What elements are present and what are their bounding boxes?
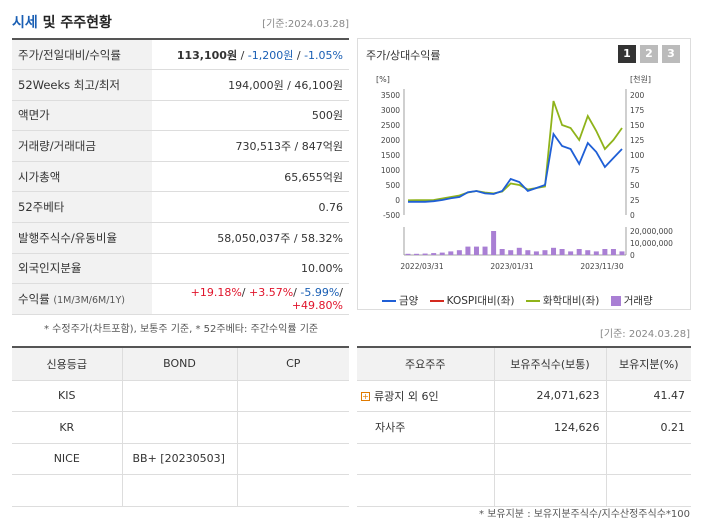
table-row: 외국인지분율 10.00% bbox=[12, 253, 349, 285]
volume-bar bbox=[602, 249, 608, 255]
section-title: 시세 및 주주현황 bbox=[12, 15, 112, 31]
legend-item: 화학대비(좌) bbox=[525, 293, 599, 308]
left-tick-label: 3500 bbox=[381, 91, 400, 100]
table-row: KR bbox=[12, 411, 349, 444]
volume-bar bbox=[559, 249, 565, 255]
table-row: 52주베타 0.76 bbox=[12, 191, 349, 224]
table-row: 시가총액 65,655억원 bbox=[12, 161, 349, 193]
volume-bar bbox=[516, 247, 522, 255]
base-date: [기준:2024.03.28] bbox=[262, 19, 349, 30]
chart-tab-1[interactable]: 1 bbox=[618, 45, 636, 63]
table-row: NICE BB+ [20230503] bbox=[12, 443, 349, 475]
right-tick-label: 75 bbox=[630, 166, 640, 175]
table-row: 주가/전일대비/수익률 113,100원 / -1,200원 / -1.05% bbox=[12, 39, 349, 71]
legend-item: 금양 bbox=[382, 293, 418, 308]
vol-tick-label: 20,000,000 bbox=[630, 227, 673, 236]
holder-base-date: [기준: 2024.03.28] bbox=[599, 329, 690, 340]
volume-bar bbox=[593, 251, 599, 255]
left-tick-label: 0 bbox=[395, 196, 400, 205]
table-row bbox=[357, 443, 691, 475]
left-tick-label: 3000 bbox=[381, 106, 400, 115]
right-tick-label: 0 bbox=[630, 211, 635, 220]
price-note: * 수정주가(차트포함), 보통주 기준, * 52주베타: 주간수익률 기준 bbox=[44, 324, 319, 335]
volume-bar bbox=[525, 250, 531, 255]
volume-bar bbox=[439, 252, 445, 255]
volume-bar bbox=[482, 246, 488, 255]
chart-tab-3[interactable]: 3 bbox=[662, 45, 680, 63]
legend-item: KOSPI대비(좌) bbox=[429, 293, 515, 308]
x-tick-label: 2022/03/31 bbox=[400, 262, 443, 271]
x-tick-label: 2023/01/31 bbox=[490, 262, 533, 271]
table-row: KIS bbox=[12, 380, 349, 412]
volume-bar bbox=[576, 249, 582, 255]
price-table: 주가/전일대비/수익률 113,100원 / -1,200원 / -1.05% … bbox=[12, 38, 349, 315]
table-row bbox=[12, 474, 349, 507]
x-tick-label: 2023/11/30 bbox=[580, 262, 623, 271]
chart-legend: 금양 KOSPI대비(좌) 화학대비(좌) 거래량 bbox=[382, 293, 661, 308]
right-axis-unit: [천원] bbox=[630, 74, 651, 84]
volume-bar bbox=[473, 246, 479, 255]
price-line bbox=[408, 131, 623, 203]
volume-bar bbox=[551, 247, 557, 255]
volume-bar bbox=[448, 251, 454, 255]
left-tick-label: 2500 bbox=[381, 121, 400, 130]
volume-bar bbox=[542, 250, 548, 255]
volume-bar bbox=[508, 250, 514, 255]
right-tick-label: 150 bbox=[630, 121, 645, 130]
stock-chart: [%] [천원]3500300025002000150010005000-5002… bbox=[376, 74, 673, 271]
volume-bar bbox=[431, 253, 437, 255]
legend-item: 거래량 bbox=[610, 293, 653, 308]
chart-tab-2[interactable]: 2 bbox=[640, 45, 658, 63]
volume-bar bbox=[568, 251, 574, 255]
table-row: + 류광지 외 6인 24,071,623 41.47 bbox=[357, 380, 691, 412]
table-row: 수익률 (1M/3M/6M/1Y) +19.18%/ +3.57%/ -5.99… bbox=[12, 283, 349, 315]
volume-bar bbox=[491, 231, 497, 255]
volume-bar bbox=[610, 249, 616, 255]
left-tick-label: -500 bbox=[383, 211, 400, 220]
table-row: 자사주 124,626 0.21 bbox=[357, 411, 691, 444]
right-tick-label: 25 bbox=[630, 196, 640, 205]
holder-table: 주요주주 보유주식수(보통) 보유지분(%) + 류광지 외 6인 24,071,6… bbox=[357, 346, 691, 507]
right-tick-label: 200 bbox=[630, 91, 645, 100]
table-row: 액면가 500원 bbox=[12, 100, 349, 132]
volume-bar bbox=[456, 250, 462, 255]
right-tick-label: 175 bbox=[630, 106, 645, 115]
vol-tick-label: 10,000,000 bbox=[630, 239, 673, 248]
vol-tick-label: 0 bbox=[630, 251, 635, 260]
left-tick-label: 1000 bbox=[381, 166, 400, 175]
volume-bar bbox=[585, 250, 591, 255]
volume-bar bbox=[405, 253, 411, 255]
right-tick-label: 100 bbox=[630, 151, 645, 160]
left-tick-label: 500 bbox=[386, 181, 401, 190]
left-tick-label: 2000 bbox=[381, 136, 400, 145]
right-tick-label: 125 bbox=[630, 136, 645, 145]
table-row bbox=[357, 474, 691, 507]
volume-bar bbox=[499, 249, 505, 255]
volume-bar bbox=[465, 246, 471, 255]
chart-title: 주가/상대수익률 bbox=[366, 49, 441, 62]
chemical-relative-line bbox=[407, 100, 623, 202]
volume-bar bbox=[422, 253, 428, 255]
table-row: 52Weeks 최고/최저 194,000원 / 46,100원 bbox=[12, 69, 349, 101]
left-axis-unit: [%] bbox=[376, 75, 390, 84]
volume-bar bbox=[414, 253, 420, 255]
holder-note: * 보유지분 : 보유지분주식수/지수산정주식수*100 bbox=[479, 509, 690, 520]
expand-icon[interactable]: + bbox=[361, 392, 370, 402]
volume-bar bbox=[533, 251, 539, 255]
section-header: 시세 및 주주현황 [기준:2024.03.28] bbox=[12, 8, 349, 32]
right-tick-label: 50 bbox=[630, 181, 640, 190]
credit-table: 신용등급 BOND CP KIS KR NICE BB+ [20230503] bbox=[12, 346, 349, 507]
left-tick-label: 1500 bbox=[381, 151, 400, 160]
table-row: 거래량/거래대금 730,513주 / 847억원 bbox=[12, 130, 349, 162]
volume-bar bbox=[619, 251, 625, 255]
table-row: 발행주식수/유동비율 58,050,037주 / 58.32% bbox=[12, 222, 349, 254]
